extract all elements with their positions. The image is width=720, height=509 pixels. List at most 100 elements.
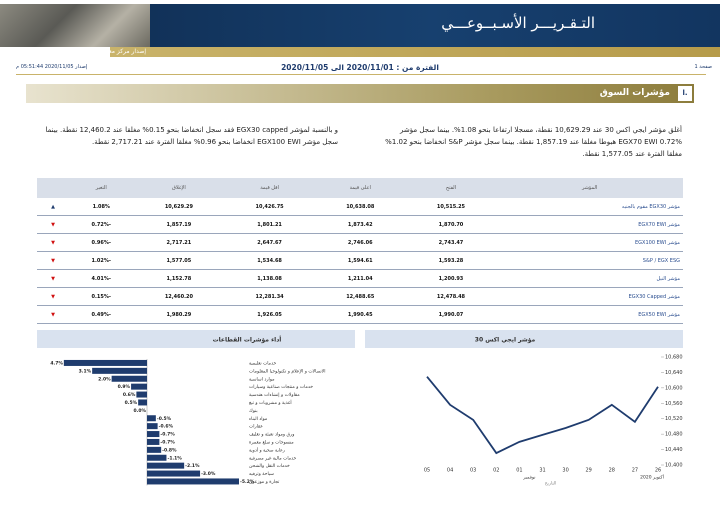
x-tick-label: 31 bbox=[539, 468, 545, 474]
index-name: مؤشر EGX50 EWI bbox=[496, 305, 683, 324]
banner-photo bbox=[0, 4, 150, 47]
x-tick-label: 01 bbox=[516, 468, 522, 474]
cell: -0.49% bbox=[69, 305, 134, 324]
table-row: مؤشر EGX50 EWI 1,990.07 1,990.45 1,926.05 1,… bbox=[37, 305, 683, 324]
y-tick-label: 10,640 bbox=[665, 370, 683, 376]
category-label: خدمات تعليمية bbox=[249, 361, 276, 366]
cell: -4.01% bbox=[69, 269, 134, 288]
change-arrow: ▼ bbox=[37, 305, 69, 324]
chart-title: أداء مؤشرات القطاعات bbox=[213, 336, 282, 344]
x-tick-label: 30 bbox=[562, 468, 568, 474]
category-label: خدمات و منتجات صناعية وسيارات bbox=[249, 385, 313, 390]
bar bbox=[147, 446, 162, 453]
category-label: الاتصالات و الإعلام و تكنولوجيا المعلوما… bbox=[249, 368, 325, 374]
cell: 10,638.08 bbox=[314, 198, 406, 216]
index-name: مؤشر EGX30 Capped bbox=[496, 287, 683, 306]
value-label: -5.2% bbox=[240, 479, 255, 485]
divider bbox=[16, 74, 706, 75]
bar bbox=[147, 454, 167, 461]
cell: 1,873.42 bbox=[314, 215, 406, 234]
value-label: 4.7% bbox=[50, 360, 63, 366]
category-label: تجارة و موزعون bbox=[249, 480, 280, 485]
bar bbox=[92, 367, 147, 374]
change-arrow: ▲ bbox=[37, 198, 69, 216]
change-arrow: ▼ bbox=[37, 215, 69, 234]
period: الفترة من : 2020/11/01 الى 2020/11/05 bbox=[281, 63, 439, 72]
index-name: مؤشر EGX70 EWI bbox=[496, 215, 683, 234]
bar bbox=[136, 391, 147, 398]
x-tick-label: 02 bbox=[493, 468, 499, 474]
cell: 1,593.28 bbox=[405, 251, 497, 270]
chart-title: مؤشر ايجي اكس 30 bbox=[475, 337, 536, 344]
value-label: -0.5% bbox=[157, 416, 172, 422]
bar bbox=[147, 415, 156, 422]
cell: 1,980.29 bbox=[133, 305, 225, 324]
column-header-blank bbox=[37, 178, 69, 198]
cell: 2,746.06 bbox=[314, 233, 406, 252]
cell: 10,426.75 bbox=[224, 198, 315, 216]
value-label: -0.6% bbox=[159, 424, 174, 430]
column-header: الإغلاق bbox=[133, 178, 225, 198]
column-header: الفتح bbox=[405, 178, 497, 198]
subtitle: إصدار مركز معلومات البورصة المصرية bbox=[49, 48, 146, 55]
cell: -0.15% bbox=[69, 287, 134, 306]
y-tick-label: 10,680 bbox=[665, 355, 683, 361]
category-label: أغذية و مشروبات و تبغ bbox=[249, 399, 292, 406]
value-label: -3.0% bbox=[201, 471, 216, 477]
category-label: خدمات مالية غير مصرفية bbox=[249, 456, 297, 461]
bar bbox=[131, 383, 147, 390]
cell: -0.72% bbox=[69, 215, 134, 234]
month-label: أكتوبر 2020 bbox=[640, 474, 664, 481]
value-label: -0.7% bbox=[160, 432, 175, 438]
cell: 2,743.47 bbox=[405, 233, 497, 252]
cell: 1,138.08 bbox=[224, 269, 315, 288]
y-tick-label: 10,480 bbox=[665, 432, 683, 438]
cell: 1,990.07 bbox=[405, 305, 497, 324]
category-label: سياحة وترفيه bbox=[249, 472, 274, 477]
panel-header bbox=[37, 330, 355, 348]
bar bbox=[147, 438, 160, 445]
table-row: S&P / EGX ESG 1,593.28 1,594.61 1,534.68 1,5… bbox=[37, 251, 683, 270]
table-row: مؤشر EGX100 EWI 2,743.47 2,746.06 2,647.67 2… bbox=[37, 233, 683, 252]
column-header: اعلى قيمة bbox=[314, 178, 406, 198]
cell: 1.08% bbox=[69, 198, 134, 216]
table-row: مؤشر النيل 1,200.93 1,211.04 1,138.08 1,152.… bbox=[37, 269, 683, 288]
category-label: مواد البناء bbox=[249, 417, 268, 422]
cell: 1,857.19 bbox=[133, 215, 225, 234]
cell: 1,577.05 bbox=[133, 251, 225, 270]
category-label: عقارات bbox=[249, 425, 263, 430]
table-row: مؤشر EGX30 مقوم بالجنيه 10,515.25 10,638.0… bbox=[37, 198, 683, 216]
bar bbox=[138, 399, 147, 406]
change-arrow: ▼ bbox=[37, 287, 69, 306]
change-arrow: ▼ bbox=[37, 269, 69, 288]
x-tick-label: 28 bbox=[609, 468, 615, 474]
cell: 12,460.20 bbox=[133, 287, 225, 306]
value-label: -0.7% bbox=[160, 439, 175, 445]
value-label: 0.9% bbox=[118, 384, 131, 390]
value-label: -1.1% bbox=[167, 455, 182, 461]
cell: 1,990.45 bbox=[314, 305, 406, 324]
index-name: مؤشر EGX30 مقوم بالجنيه bbox=[496, 198, 683, 216]
category-label: بنوك bbox=[249, 409, 258, 414]
index-line bbox=[426, 376, 659, 455]
column-header: اقل قيمة bbox=[224, 178, 315, 198]
y-tick-label: 10,400 bbox=[665, 463, 683, 469]
index-name: مؤشر النيل bbox=[496, 269, 683, 288]
index-name: مؤشر EGX100 EWI bbox=[496, 233, 683, 252]
cell: 1,211.04 bbox=[314, 269, 406, 288]
x-tick-label: 04 bbox=[447, 468, 453, 474]
cell: 1,870.70 bbox=[405, 215, 497, 234]
x-tick-label: 03 bbox=[470, 468, 476, 474]
column-header: التغير bbox=[69, 178, 134, 198]
page-number: صفحة 1 bbox=[694, 64, 712, 70]
bar bbox=[147, 462, 185, 469]
value-label: 0.5% bbox=[125, 400, 138, 406]
section-bar bbox=[26, 84, 694, 103]
index-table: المؤشر الفتح اعلى قيمة اقل قيمة الإغلاق التغي… bbox=[37, 178, 683, 324]
category-label: رعاية صحية و أدوية bbox=[249, 446, 285, 453]
subtitle-strip bbox=[110, 47, 720, 57]
cell: 1,594.61 bbox=[314, 251, 406, 270]
paragraph: و بالنسبة لمؤشر EGX30 capped فقد سجل انخ… bbox=[45, 126, 338, 146]
index-name: S&P / EGX ESG bbox=[496, 251, 683, 270]
cell: 1,200.93 bbox=[405, 269, 497, 288]
